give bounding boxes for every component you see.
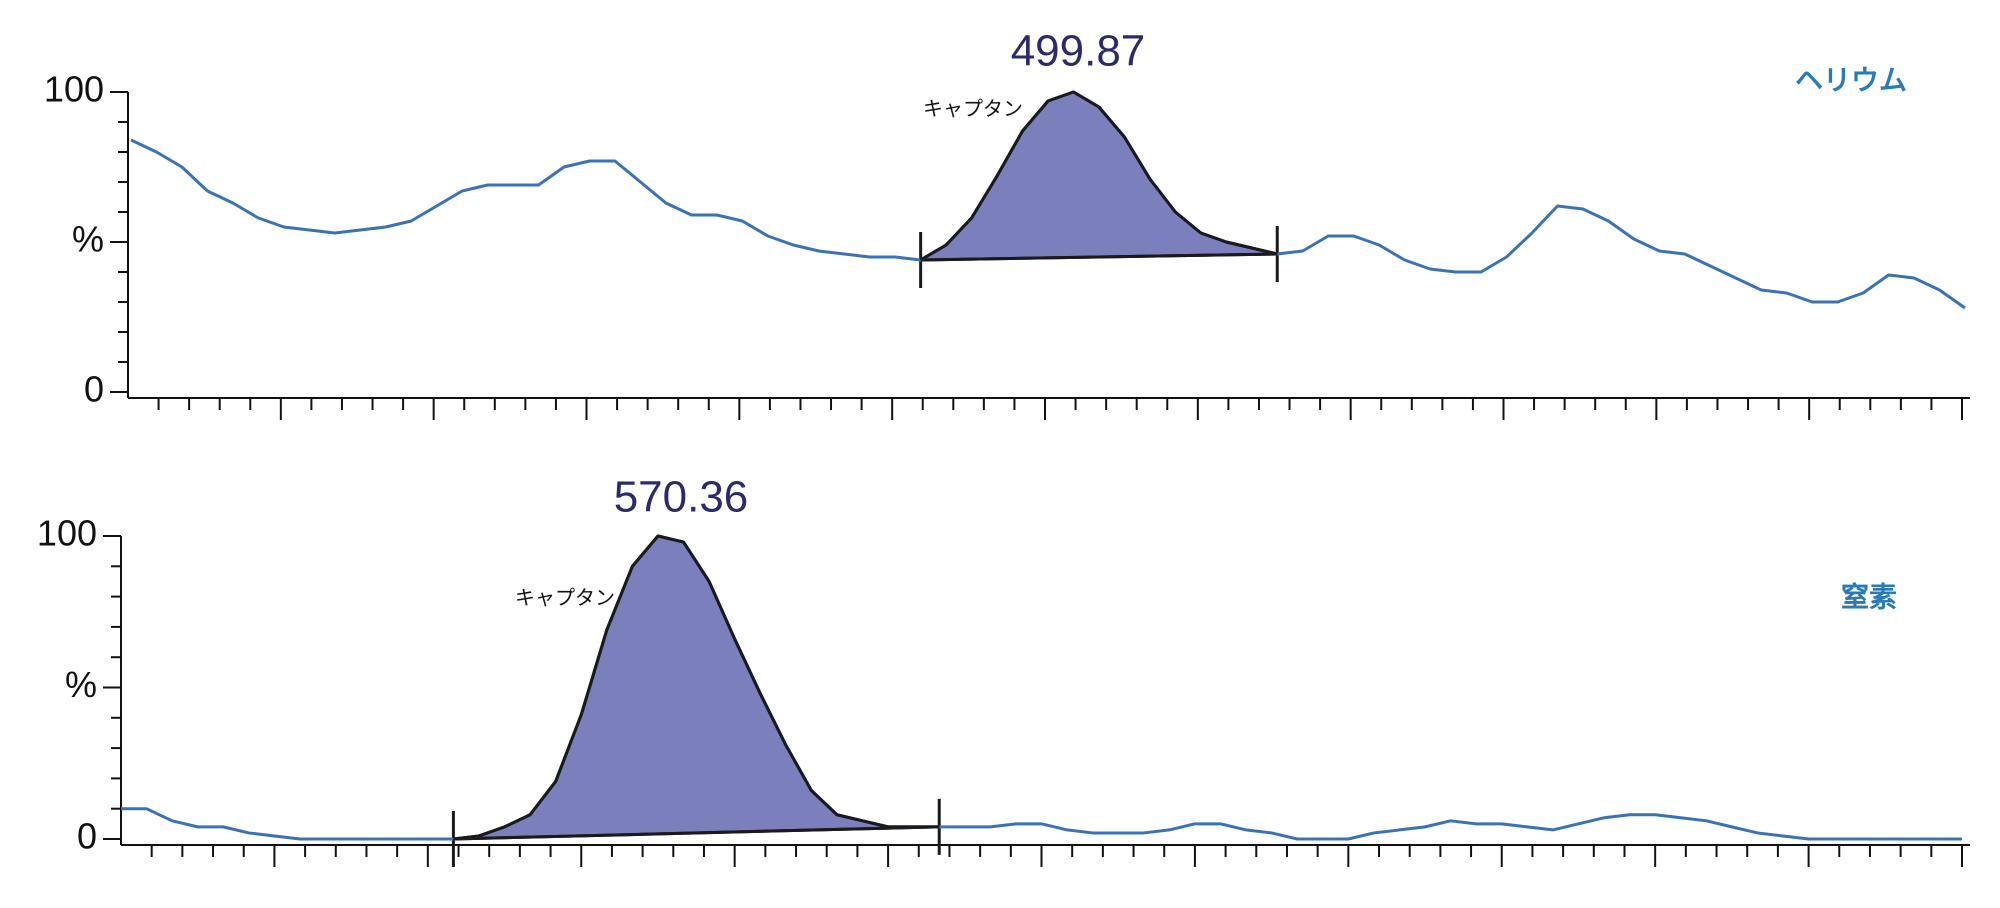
series-name: ヘリウム bbox=[1795, 64, 1907, 95]
y-tick-label: 0 bbox=[84, 369, 104, 410]
peak-name: キャプタン bbox=[923, 97, 1023, 120]
peak-baseline bbox=[920, 252, 1278, 262]
peak-area-label: 570.36 bbox=[614, 473, 749, 522]
peak-name: キャプタン bbox=[515, 586, 615, 609]
peak-area-label: 499.87 bbox=[1011, 27, 1146, 76]
peak-outline bbox=[919, 90, 1278, 262]
peak-baseline bbox=[453, 825, 940, 841]
y-tick-label: 100 bbox=[44, 69, 104, 110]
y-tick-label: 0 bbox=[77, 816, 97, 857]
y-tick-label: % bbox=[72, 219, 104, 260]
trace-line bbox=[121, 534, 1962, 841]
series-name: 窒素 bbox=[1841, 580, 1897, 612]
y-tick-label: 100 bbox=[37, 513, 97, 554]
peak-area bbox=[451, 534, 941, 841]
peak-outline bbox=[453, 534, 940, 841]
y-tick-label: % bbox=[65, 664, 97, 705]
